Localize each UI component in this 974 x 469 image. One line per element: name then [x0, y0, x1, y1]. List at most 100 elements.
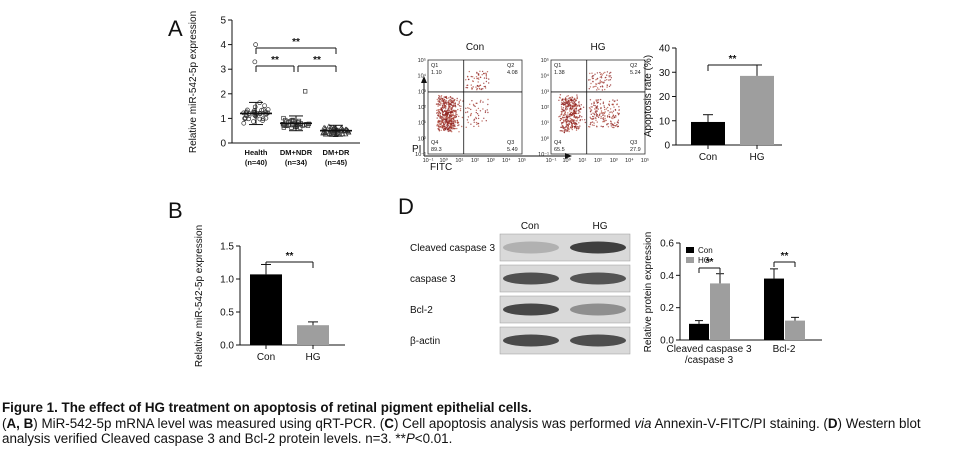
panel-c-flow-event — [465, 126, 467, 128]
panel-c-flow-event — [567, 95, 569, 97]
panel-c-flow-event — [595, 106, 597, 108]
panel-c-quadrant-name: Q1 — [554, 63, 561, 69]
caption-paren: ( — [2, 415, 7, 431]
panel-c-flow-event — [605, 108, 608, 110]
panel-c-flow-event — [566, 100, 568, 103]
panel-c-y-tick-label: 10⁻¹ — [415, 152, 426, 158]
panel-d-row-label: β-actin — [410, 336, 440, 347]
panel-c-flow-event — [599, 86, 602, 88]
panel-c-x-tick-label: 10⁰ — [563, 157, 572, 164]
panel-c-flow-event — [450, 120, 453, 123]
panel-c-flow-event — [614, 100, 616, 102]
panel-d-letter: D — [398, 194, 414, 219]
panel-c-flow-event — [448, 116, 450, 118]
panel-c-flow-event — [592, 77, 594, 80]
panel-c-x-tick-label: 10³ — [610, 158, 618, 164]
panel-c-flow-event — [438, 126, 440, 128]
panel-c-flow-event — [441, 106, 444, 109]
panel-c-flow-event — [613, 126, 615, 129]
panel-c-flow-event — [576, 97, 578, 100]
panel-c-flow-event — [592, 112, 594, 114]
panel-c-flow-event — [437, 100, 439, 102]
panel-c-flow-event — [569, 121, 571, 123]
panel-c-flow-event — [564, 116, 566, 119]
panel-c-flow-event — [439, 97, 441, 100]
panel-c-x-tick-label: 10¹ — [578, 158, 586, 164]
panel-c-flow-event — [453, 121, 456, 123]
panel-c-flow-event — [443, 118, 445, 120]
panel-c-flow-event — [616, 103, 618, 105]
panel-c-flow-event — [604, 111, 606, 113]
panel-d-y-label: Relative protein expression — [643, 232, 654, 353]
panel-c-flow-event — [573, 108, 576, 110]
panel-c-flow-event — [596, 99, 598, 101]
panel-c-flow-event — [443, 105, 446, 107]
panel-c-flow-event — [577, 126, 579, 128]
panel-c-flow-event — [470, 123, 472, 125]
panel-c-flow-event — [612, 114, 615, 116]
panel-c-bar-hg — [740, 75, 774, 145]
panel-c-flow-event — [445, 100, 447, 102]
panel-c-flow-event — [570, 115, 572, 117]
panel-c-flow-event — [567, 99, 570, 102]
panel-c-flow-event — [445, 108, 447, 110]
panel-c-flow-event — [602, 126, 604, 128]
panel-c-flow-event — [568, 114, 570, 116]
panel-c-flow-event — [442, 105, 444, 107]
panel-c-flow-event — [439, 120, 441, 122]
panel-c-flow-event — [454, 109, 456, 112]
panel-c-x-tick-label: 10² — [471, 158, 479, 164]
panel-d-sig-label: ** — [781, 251, 789, 262]
panel-c-flow-event — [436, 123, 439, 126]
panel-c-flow-event — [447, 130, 449, 133]
panel-c-flow-event — [562, 125, 564, 127]
panel-d-sig-label: ** — [706, 257, 714, 268]
panel-c-flow-event — [483, 77, 486, 79]
panel-c-flow-event — [577, 112, 580, 114]
panel-c-flow-event — [578, 127, 580, 129]
panel-c-flow-event — [437, 105, 439, 107]
panel-c-flow-event — [444, 112, 447, 115]
panel-c-y-tick-label: 10⁵ — [541, 57, 549, 64]
caption-text-5: <0.01. — [414, 431, 453, 446]
panel-c-flow-event — [437, 103, 439, 105]
panel-c-flow-event — [574, 105, 576, 107]
panel-c-flow-event — [477, 81, 479, 83]
panel-b-bar-con — [250, 274, 282, 345]
panel-c-flow-event — [453, 103, 455, 105]
panel-c-flow-event — [452, 111, 454, 113]
panel-c-flow-event — [578, 116, 581, 118]
panel-c-flow-event — [561, 118, 563, 121]
panel-c-flow-event — [572, 122, 575, 124]
panel-a-point — [260, 118, 266, 123]
panel-c-flow-event — [450, 108, 452, 110]
panel-c-flow-event — [440, 109, 442, 112]
panel-c-flow-event — [437, 114, 439, 117]
panel-c-flow-event — [484, 110, 487, 112]
panel-c-flow-event — [616, 112, 619, 114]
panel-c-flow-event — [455, 106, 457, 108]
panel-c-flow-event — [563, 101, 565, 103]
panel-c-flow-event — [566, 119, 568, 121]
panel-c-flow-event — [569, 99, 571, 102]
panel-c-flow-event — [445, 96, 447, 98]
panel-c-flow-event — [614, 124, 616, 127]
panel-c-quadrant-value: 5.24 — [630, 70, 641, 76]
panel-c-flow-event — [565, 126, 567, 128]
panel-c-flow-event — [451, 101, 453, 104]
panel-c-flow-event — [471, 100, 473, 102]
panel-a-x-tick-label: (n=40) — [245, 158, 268, 167]
panel-d-row-label: Bcl-2 — [410, 305, 433, 316]
panel-c-flow-event — [617, 122, 619, 124]
panel-d-x-tick-label: /caspase 3 — [685, 355, 734, 366]
panel-c-flow-event — [574, 97, 576, 100]
panel-b-letter: B — [168, 198, 183, 223]
panel-c-quadrant-value: 89.3 — [431, 147, 442, 153]
panel-c-quadrant-name: Q4 — [554, 140, 561, 146]
panel-c-flow-event — [466, 75, 469, 78]
panel-c-flow-event — [439, 117, 441, 120]
panel-c-flow-event — [571, 112, 574, 115]
caption-ref-d: D — [827, 415, 838, 431]
panel-c-flow-event — [456, 121, 458, 124]
panel-c-flow-event — [477, 114, 480, 117]
